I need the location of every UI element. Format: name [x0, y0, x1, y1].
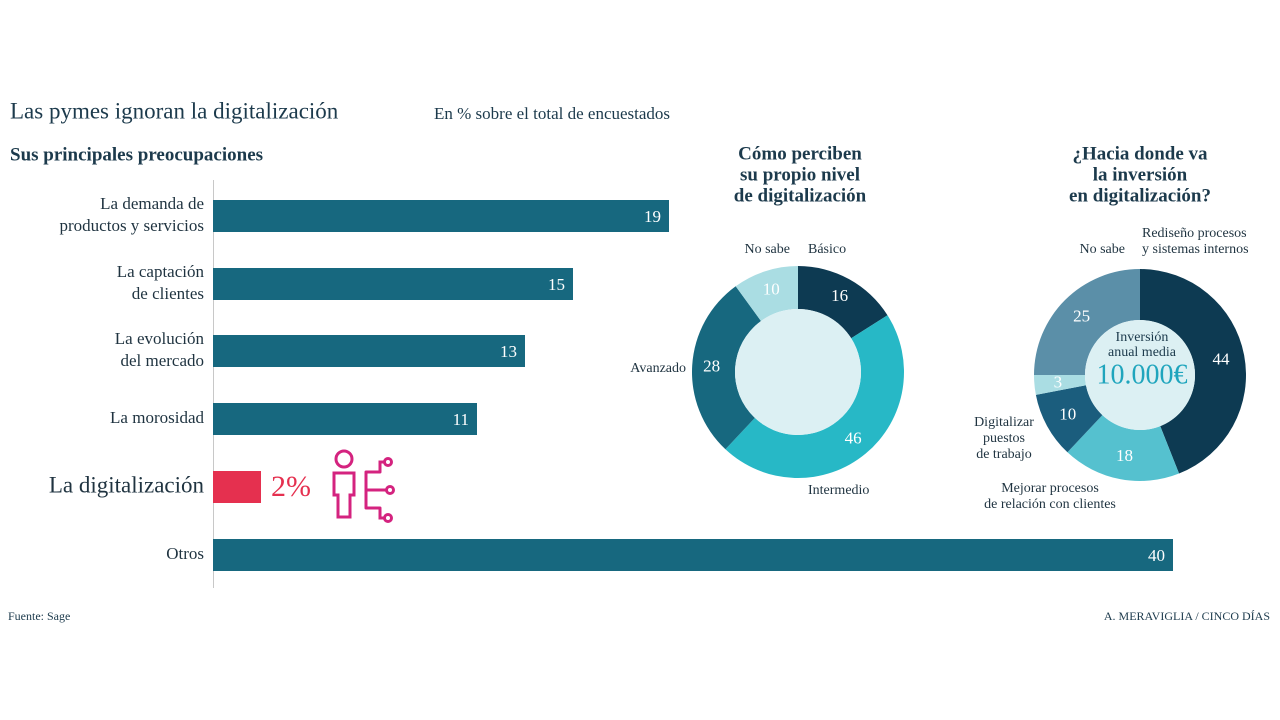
category-label: de clientes — [132, 284, 204, 303]
category-label: puestos — [983, 431, 1025, 446]
donut-segment — [692, 286, 761, 450]
value-label: 10 — [763, 280, 780, 299]
chart-title: la inversión — [1093, 164, 1188, 185]
donut-segment — [798, 266, 888, 339]
source: Fuente: Sage — [8, 609, 70, 623]
bar — [213, 335, 525, 367]
category-label: La morosidad — [110, 408, 204, 427]
category-label: Digitalizar — [974, 415, 1034, 430]
category-label: de relación con clientes — [984, 497, 1116, 512]
bar — [213, 268, 573, 300]
value-label: 18 — [1116, 446, 1133, 465]
donut-segment — [1140, 269, 1247, 474]
center-value: 10.000€ — [1097, 359, 1188, 390]
value-label: 11 — [453, 410, 469, 429]
donut-center — [1085, 320, 1195, 430]
chart-title: ¿Hacia donde va — [1072, 143, 1208, 164]
category-label: productos y servicios — [60, 216, 204, 235]
category-label: La captación — [117, 262, 205, 281]
bar — [213, 539, 1173, 571]
value-label: 15 — [548, 275, 565, 294]
category-label: Intermedio — [808, 483, 869, 498]
chart-title: su propio nivel — [740, 164, 860, 185]
value-label: 3 — [1054, 373, 1063, 392]
page-title: Las pymes ignoran la digitalización — [10, 98, 339, 123]
donut-segment — [725, 315, 904, 478]
chart-title: Cómo perciben — [738, 143, 862, 164]
category-label: Básico — [808, 242, 846, 257]
category-label: La digitalización — [49, 472, 205, 497]
category-label: No sabe — [1080, 242, 1126, 257]
value-label: 46 — [845, 429, 862, 448]
category-label: Mejorar procesos — [1001, 481, 1099, 496]
value-label: 16 — [831, 286, 848, 305]
value-label: 28 — [703, 356, 720, 375]
category-label: La demanda de — [100, 194, 204, 213]
category-label: de trabajo — [976, 447, 1032, 462]
donut-segment — [1034, 375, 1086, 395]
donut-center — [735, 309, 861, 435]
value-label: 40 — [1148, 546, 1165, 565]
value-label: 2% — [271, 470, 311, 503]
value-label: 13 — [500, 342, 517, 361]
donut-segment — [1034, 269, 1140, 375]
chart-title: en digitalización? — [1069, 185, 1211, 206]
value-label: 10 — [1059, 405, 1076, 424]
digital-icon — [332, 449, 395, 523]
donut-segment — [1035, 385, 1103, 453]
bar — [213, 471, 261, 503]
donut-segment — [1067, 415, 1180, 481]
donut-segment — [735, 266, 798, 322]
category-label: La evolución — [115, 329, 205, 348]
center-label: Inversión — [1116, 330, 1169, 345]
bar — [213, 200, 669, 232]
value-label: 19 — [644, 207, 661, 226]
category-label: No sabe — [745, 242, 791, 257]
category-label: del mercado — [120, 351, 204, 370]
chart-title: de digitalización — [734, 185, 867, 206]
chart-title: Sus principales preocupaciones — [10, 144, 263, 165]
center-label: anual media — [1108, 345, 1177, 360]
value-label: 44 — [1213, 349, 1231, 368]
category-label: y sistemas internos — [1142, 242, 1249, 257]
category-label: Otros — [166, 544, 204, 563]
bar — [213, 403, 477, 435]
credit: A. MERAVIGLIA / CINCO DÍAS — [1104, 609, 1270, 623]
category-label: Avanzado — [630, 361, 686, 376]
category-label: Rediseño procesos — [1142, 226, 1247, 241]
value-label: 25 — [1073, 307, 1090, 326]
page-subtitle: En % sobre el total de encuestados — [434, 104, 670, 123]
